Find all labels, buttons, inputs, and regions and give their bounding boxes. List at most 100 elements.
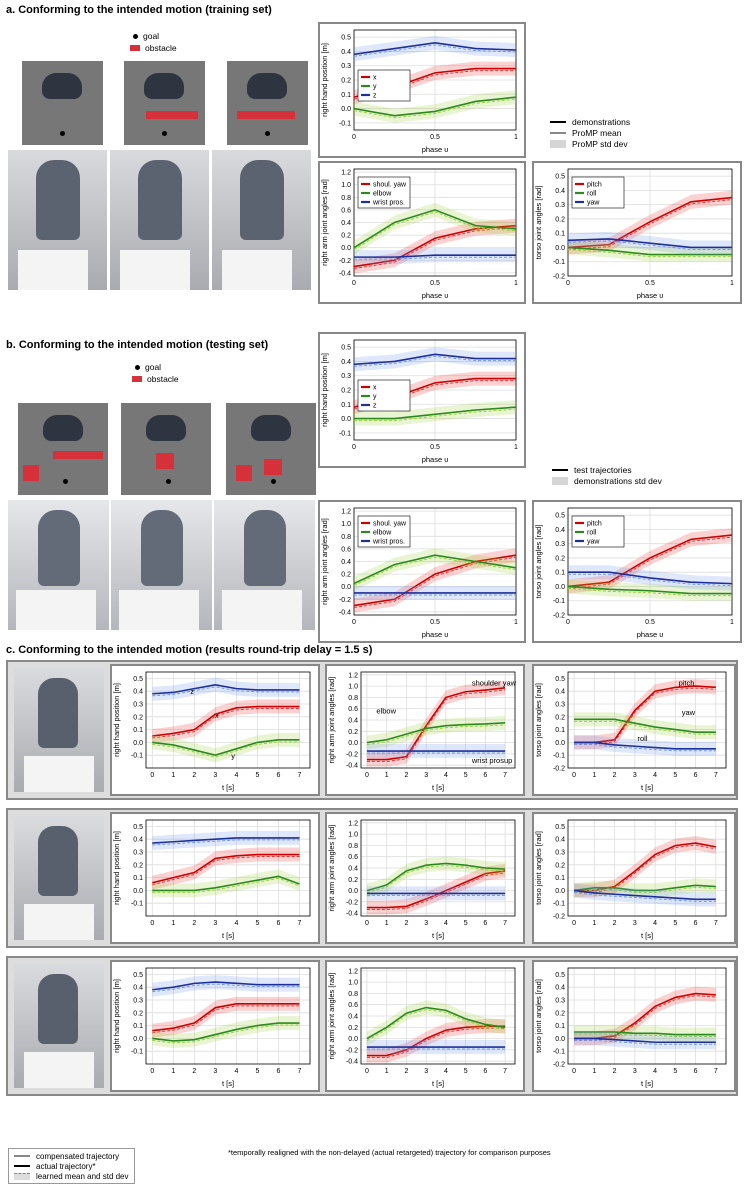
- scene-topview-a1: [22, 61, 103, 145]
- scene-render-b3: [214, 500, 315, 630]
- x-tick-label: 3: [424, 772, 428, 779]
- std-band: [152, 677, 300, 701]
- std-band: [574, 836, 716, 898]
- x-tick-label: 0: [566, 619, 570, 626]
- x-tick-label: 4: [653, 920, 657, 927]
- mean-line: [574, 720, 716, 735]
- y-tick-label: 0.1: [555, 570, 565, 577]
- legend-label: pitch: [587, 521, 602, 528]
- y-axis-label: right hand position [m]: [320, 353, 329, 427]
- x-tick-label: 1: [592, 920, 596, 927]
- y-tick-label: 0.4: [341, 49, 351, 56]
- std-band: [152, 975, 300, 997]
- chart-a_arm: -0.4 -0.2 0.0 0.2 0.4 0.6 0.8 1.0 1.2 0 0.5 1 phase …: [318, 161, 526, 304]
- x-tick-label: 6: [277, 772, 281, 779]
- x-tick-label: 0.5: [430, 134, 440, 141]
- x-axis-label: t [s]: [222, 931, 234, 940]
- std-band: [574, 878, 716, 898]
- mean-line: [152, 839, 300, 846]
- x-tick-label: 7: [298, 772, 302, 779]
- series-annotation: x: [215, 711, 219, 720]
- y-tick-label: 0.4: [348, 718, 358, 725]
- goal-dot: [265, 131, 270, 136]
- legend-actual-label: actual trajectory*: [36, 1161, 96, 1171]
- series-line-z: [152, 683, 300, 695]
- y-tick-label: -0.2: [553, 766, 565, 773]
- series-line-shoul--yaw: [353, 224, 517, 268]
- x-tick-label: 7: [714, 920, 718, 927]
- legend-label: elbow: [373, 191, 392, 198]
- series-line-roll: [574, 741, 716, 750]
- x-tick-label: 0: [150, 920, 154, 927]
- y-tick-label: 1.0: [348, 980, 358, 987]
- y-tick-label: 0.5: [555, 174, 565, 181]
- obstacle-label: obstacle: [147, 374, 179, 384]
- y-tick-label: 0.0: [555, 740, 565, 747]
- x-tick-label: 1: [171, 772, 175, 779]
- x-tick-label: 4: [234, 920, 238, 927]
- plot-area: [567, 507, 733, 616]
- std-band: [574, 1031, 716, 1050]
- y-tick-label: 0.3: [555, 202, 565, 209]
- series-line-elbow: [366, 1006, 506, 1040]
- mean-line: [567, 199, 733, 250]
- x-tick-label: 2: [613, 920, 617, 927]
- scene-render-c2: [14, 816, 104, 940]
- goal-dot: [166, 479, 171, 484]
- mean-line: [152, 741, 300, 758]
- y-tick-label: 0.4: [348, 1014, 358, 1021]
- y-tick-label: 1.0: [348, 832, 358, 839]
- x-tick-label: 1: [730, 280, 734, 287]
- y-tick-label: -0.4: [346, 763, 358, 770]
- series-annotation: elbow: [376, 706, 396, 715]
- mean-line: [152, 856, 300, 886]
- std-band: [152, 830, 300, 851]
- y-tick-label: 0.2: [348, 877, 358, 884]
- x-tick-label: 1: [385, 1068, 389, 1075]
- series-line-z: [353, 42, 517, 56]
- y-tick-label: 0.2: [555, 714, 565, 721]
- y-tick-label: 0.3: [133, 850, 143, 857]
- y-tick-label: 0.0: [133, 1036, 143, 1043]
- x-tick-label: 7: [503, 1068, 507, 1075]
- mean-line: [353, 227, 517, 270]
- y-tick-label: 0.8: [348, 991, 358, 998]
- x-tick-label: 2: [192, 1068, 196, 1075]
- y-tick-label: 0.3: [555, 702, 565, 709]
- x-axis-label: t [s]: [641, 783, 653, 792]
- y-tick-label: 0.5: [341, 345, 351, 352]
- std-band: [152, 847, 300, 890]
- legend-promp-std-label: ProMP std dev: [572, 138, 628, 149]
- y-tick-label: 0.0: [341, 245, 351, 252]
- x-tick-label: 6: [483, 1068, 487, 1075]
- x-axis-label: t [s]: [432, 1079, 444, 1088]
- legend-label: y: [373, 394, 377, 401]
- scene-legend-a: goal obstacle: [130, 31, 177, 53]
- legend-label: wrist pros.: [372, 539, 405, 546]
- x-tick-label: 0: [572, 920, 576, 927]
- x-tick-label: 1: [514, 444, 518, 451]
- y-tick-label: 1.2: [348, 672, 358, 679]
- obstacle-square: [264, 459, 282, 475]
- x-tick-label: 3: [213, 772, 217, 779]
- std-band: [568, 528, 732, 594]
- plot-area: [567, 671, 727, 769]
- std-band: [354, 548, 516, 591]
- y-tick-label: 0.0: [341, 584, 351, 591]
- series-line-z: [152, 981, 300, 991]
- legend-label: pitch: [587, 182, 602, 189]
- y-tick-label: 0.0: [555, 1036, 565, 1043]
- series-line-shoul--yaw: [353, 554, 517, 607]
- y-tick-label: 0.2: [133, 714, 143, 721]
- y-tick-label: 0.0: [133, 888, 143, 895]
- y-tick-label: 1.0: [348, 684, 358, 691]
- legend-b: test trajectories demonstrations std dev: [552, 464, 662, 486]
- plot-area: [353, 168, 517, 277]
- scene-render-a1: [8, 150, 107, 290]
- x-tick-label: 1: [514, 134, 518, 141]
- series-annotation: yaw: [682, 708, 696, 717]
- y-tick-label: 0.1: [133, 875, 143, 882]
- y-tick-label: 0.2: [341, 388, 351, 395]
- robot-top-icon: [247, 73, 287, 99]
- scene-render-a3: [212, 150, 311, 290]
